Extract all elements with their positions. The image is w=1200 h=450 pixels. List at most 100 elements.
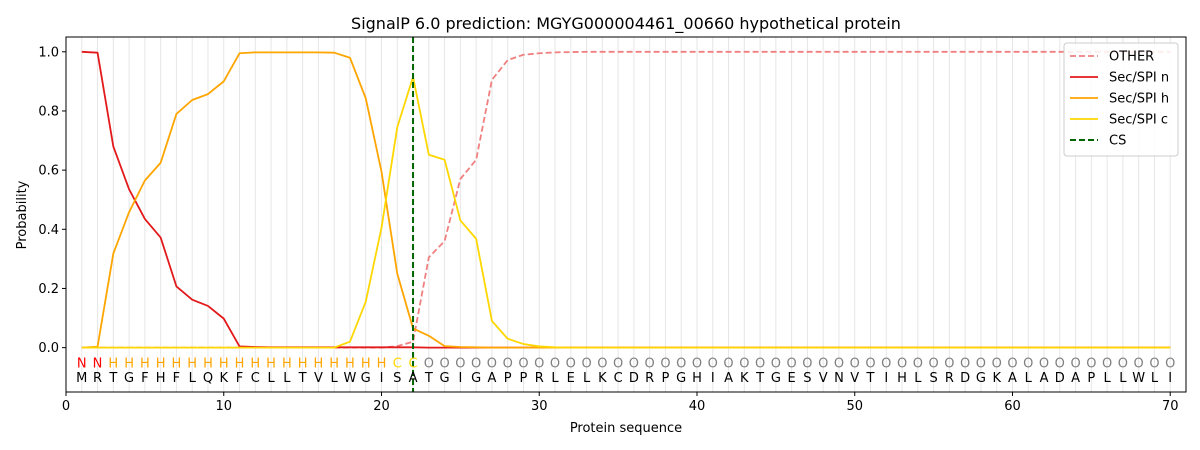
legend-label-sec-spi-c: Sec/SPI c: [1109, 113, 1168, 128]
residue-18: W: [344, 371, 357, 386]
region-label-66: O: [1102, 356, 1112, 371]
series-line-sec-spi-c: [81, 76, 1171, 349]
residue-29: P: [520, 371, 528, 386]
residue-21: S: [393, 371, 401, 386]
region-label-30: O: [534, 356, 544, 371]
position-grid: [81, 37, 1171, 392]
residue-54: L: [914, 371, 922, 386]
residue-62: A: [1040, 371, 1049, 386]
y-tick-label: 0.4: [38, 223, 59, 238]
y-tick-label: 0.2: [38, 282, 59, 297]
region-label-65: O: [1086, 356, 1096, 371]
region-label-33: O: [581, 356, 591, 371]
x-tick-label: 30: [531, 399, 548, 414]
residue-33: L: [583, 371, 591, 386]
residue-35: C: [614, 371, 623, 386]
legend-box: [1063, 42, 1179, 157]
region-label-15: H: [298, 356, 308, 371]
residue-42: A: [724, 371, 733, 386]
residue-28: P: [504, 371, 512, 386]
region-label-54: O: [913, 356, 923, 371]
residue-5: F: [141, 371, 148, 386]
residue-37: R: [645, 371, 654, 386]
residue-50: V: [850, 371, 859, 386]
region-label-8: H: [187, 356, 197, 371]
residue-48: V: [819, 371, 828, 386]
region-label-53: O: [897, 356, 907, 371]
region-label-47: O: [802, 356, 812, 371]
residue-6: H: [156, 371, 166, 386]
residue-44: T: [755, 371, 764, 386]
residue-34: K: [598, 371, 607, 386]
region-label-24: O: [439, 356, 449, 371]
residue-25: I: [458, 371, 462, 386]
region-label-4: H: [124, 356, 134, 371]
residue-64: A: [1071, 371, 1080, 386]
region-label-43: O: [739, 356, 749, 371]
region-label-28: O: [503, 356, 513, 371]
legend-label-cs: CS: [1109, 134, 1126, 149]
x-tick-label: 0: [62, 399, 70, 414]
residue-16: V: [314, 371, 323, 386]
residue-14: L: [283, 371, 291, 386]
region-label-31: O: [550, 356, 560, 371]
residue-41: I: [711, 371, 715, 386]
region-label-11: H: [235, 356, 245, 371]
residue-24: G: [440, 371, 450, 386]
residue-19: G: [361, 371, 371, 386]
region-label-22: C: [409, 356, 418, 371]
region-label-60: O: [1007, 356, 1017, 371]
residue-30: R: [535, 371, 544, 386]
region-label-36: O: [629, 356, 639, 371]
residue-56: R: [945, 371, 954, 386]
region-label-58: O: [976, 356, 986, 371]
region-label-27: O: [487, 356, 497, 371]
region-label-7: H: [172, 356, 182, 371]
y-tick-label: 1.0: [38, 45, 59, 60]
residue-53: H: [897, 371, 907, 386]
residue-58: G: [976, 371, 986, 386]
residue-59: K: [992, 371, 1001, 386]
residue-26: G: [471, 371, 481, 386]
residue-40: H: [692, 371, 702, 386]
region-label-37: O: [645, 356, 655, 371]
region-label-44: O: [755, 356, 765, 371]
region-label-13: H: [266, 356, 276, 371]
residue-66: L: [1104, 371, 1112, 386]
region-label-25: O: [455, 356, 465, 371]
residue-49: N: [834, 371, 844, 386]
residue-27: A: [487, 371, 496, 386]
region-label-14: H: [282, 356, 292, 371]
region-label-40: O: [692, 356, 702, 371]
residue-7: F: [173, 371, 180, 386]
residue-17: L: [331, 371, 339, 386]
region-label-9: H: [203, 356, 213, 371]
region-label-12: H: [250, 356, 260, 371]
region-label-32: O: [566, 356, 576, 371]
residue-12: C: [251, 371, 260, 386]
region-label-41: O: [708, 356, 718, 371]
legend-label-sec-spi-h: Sec/SPI h: [1109, 92, 1169, 107]
residue-60: A: [1008, 371, 1017, 386]
region-label-67: O: [1118, 356, 1128, 371]
region-label-61: O: [1023, 356, 1033, 371]
residue-32: E: [567, 371, 575, 386]
residue-15: T: [298, 371, 307, 386]
residue-23: T: [424, 371, 433, 386]
residue-4: G: [124, 371, 134, 386]
x-tick-label: 20: [373, 399, 390, 414]
residue-63: D: [1055, 371, 1065, 386]
region-label-52: O: [881, 356, 891, 371]
region-label-68: O: [1134, 356, 1144, 371]
region-label-62: O: [1039, 356, 1049, 371]
region-label-1: N: [77, 356, 87, 371]
region-label-34: O: [597, 356, 607, 371]
residue-3: T: [108, 371, 117, 386]
region-label-56: O: [944, 356, 954, 371]
residue-69: L: [1151, 371, 1159, 386]
residue-20: I: [380, 371, 384, 386]
region-label-23: O: [424, 356, 434, 371]
region-label-38: O: [660, 356, 670, 371]
